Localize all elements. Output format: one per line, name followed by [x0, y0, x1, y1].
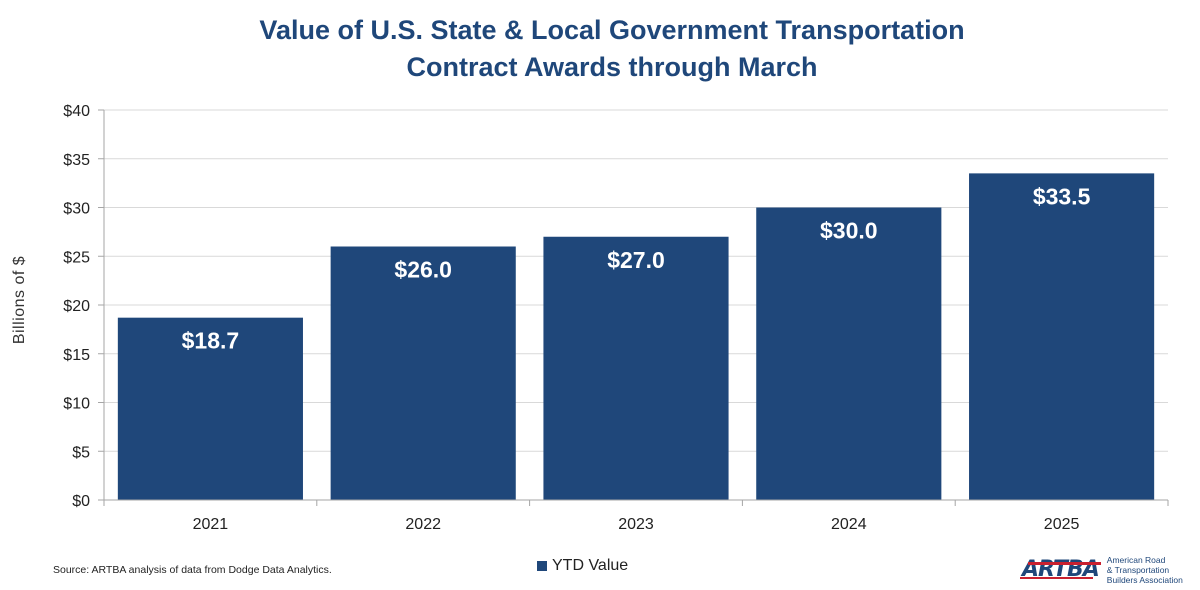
- data-label: $30.0: [820, 218, 878, 244]
- logo-mark: ARTBA: [1020, 557, 1101, 582]
- source-note: Source: ARTBA analysis of data from Dodg…: [53, 564, 332, 576]
- data-label: $26.0: [394, 257, 452, 283]
- logo-text-line: Builders Association: [1106, 575, 1183, 585]
- bar: [543, 236, 729, 500]
- bar: [117, 317, 303, 500]
- y-tick-label: $30: [63, 201, 90, 218]
- x-tick-label: 2022: [405, 516, 441, 533]
- x-tick-label: 2023: [618, 516, 654, 533]
- x-tick-label: 2024: [831, 516, 867, 533]
- legend-swatch: [537, 561, 547, 571]
- axes: [98, 109, 1169, 506]
- data-label: $18.7: [182, 328, 240, 354]
- y-tick-label: $10: [63, 396, 90, 413]
- y-tick-label: $5: [72, 444, 90, 461]
- y-tick-label: $35: [63, 152, 90, 169]
- chart-title-line-2: Contract Awards through March: [406, 52, 818, 82]
- logo-text-line: & Transportation: [1106, 565, 1170, 575]
- y-tick-label: $0: [72, 493, 90, 510]
- y-tick-label: $15: [63, 347, 90, 364]
- bar: [756, 207, 942, 500]
- chart-title-line-1: Value of U.S. State & Local Government T…: [259, 15, 965, 45]
- data-label: $33.5: [1033, 183, 1091, 209]
- x-tick-label: 2025: [1044, 516, 1080, 533]
- bar: [969, 173, 1155, 500]
- y-axis-label: Billions of $: [11, 255, 28, 345]
- artba-logo: ARTBA American Road & Transportation Bui…: [1020, 555, 1183, 585]
- bar: [330, 246, 516, 500]
- y-tick-label: $20: [63, 298, 90, 315]
- tick-labels: $0 $5 $10 $15 $20 $25 $30 $35 $40 2021 2022 2023 202…: [63, 103, 1079, 533]
- y-tick-label: $40: [63, 103, 90, 120]
- logo-text-line: American Road: [1106, 555, 1166, 565]
- legend: YTD Value: [537, 557, 628, 575]
- data-labels: $18.7 $26.0 $27.0 $30.0 $33.5: [182, 183, 1091, 353]
- x-tick-label: 2021: [193, 516, 229, 533]
- data-label: $27.0: [607, 247, 665, 273]
- logo-text: American Road & Transportation Builders …: [1107, 555, 1183, 585]
- chart-title: Value of U.S. State & Local Government T…: [0, 12, 1200, 86]
- y-tick-label: $25: [63, 249, 90, 266]
- bars: [117, 173, 1155, 500]
- legend-label: YTD Value: [552, 557, 629, 574]
